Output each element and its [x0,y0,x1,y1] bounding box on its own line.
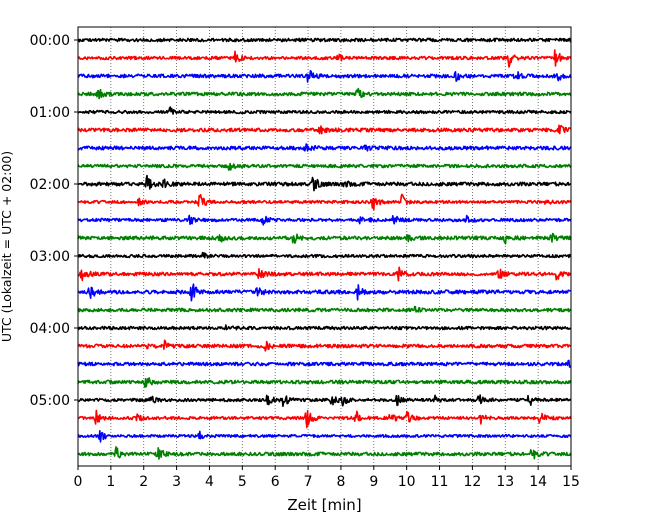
x-tick-label: 3 [172,474,181,490]
x-axis-label: Zeit [min] [287,496,361,514]
seismic-trace [77,266,572,282]
x-grid [110,27,539,466]
seismic-trace [77,283,572,302]
seismic-trace [77,214,572,226]
seismic-trace [77,193,572,211]
seismic-trace [77,49,572,68]
x-tick-label: 15 [562,474,580,490]
seismic-trace [77,339,572,352]
x-tick-label: 10 [398,474,416,490]
x-tick-label: 14 [529,474,547,490]
seismic-trace [77,305,572,313]
seismic-trace [77,377,572,389]
y-tick-label: 04:00 [30,321,70,337]
x-tick-label: 12 [463,474,481,490]
x-tick-label: 1 [106,474,115,490]
seismic-trace [77,70,572,83]
y-tick-label: 02:00 [30,177,70,193]
trace-group [77,37,572,460]
x-tick-label: 2 [139,474,148,490]
x-tick-label: 11 [431,474,449,490]
y-tick-label: 05:00 [30,393,70,409]
seismic-trace [77,394,572,408]
seismic-trace [77,162,572,171]
seismic-trace [77,232,572,245]
seismic-trace [77,409,572,429]
x-tick-label: 8 [336,474,345,490]
seismic-trace [77,446,572,460]
seismic-trace [77,37,572,43]
seismic-trace [77,124,572,135]
y-tick-label: 03:00 [30,249,70,265]
x-tick-label: 5 [238,474,247,490]
x-tick-label: 4 [205,474,214,490]
x-tick-label: 13 [496,474,514,490]
y-tick-label: 01:00 [30,105,70,121]
y-axis-label: UTC (Lokalzeit = UTC + 02:00) [0,151,14,342]
seismic-trace [77,106,572,115]
x-tick-label: 6 [271,474,280,490]
y-axis-ticks: 00:00 01:00 02:00 03:00 04:00 05:00 [30,33,78,409]
seismic-trace [77,251,572,259]
y-tick-label: 00:00 [30,33,70,49]
seismic-trace [77,174,572,192]
seismic-trace [77,143,572,152]
seismic-trace [77,324,572,331]
x-axis-ticks: 0 1 2 3 4 5 6 7 8 9 10 11 12 13 14 15 [74,466,580,490]
plot-frame [77,26,572,467]
x-tick-label: 9 [369,474,378,490]
seismic-trace [77,87,572,100]
seismic-trace [77,429,572,443]
x-tick-label: 7 [304,474,313,490]
seismic-trace [77,359,572,368]
x-tick-label: 0 [74,474,83,490]
